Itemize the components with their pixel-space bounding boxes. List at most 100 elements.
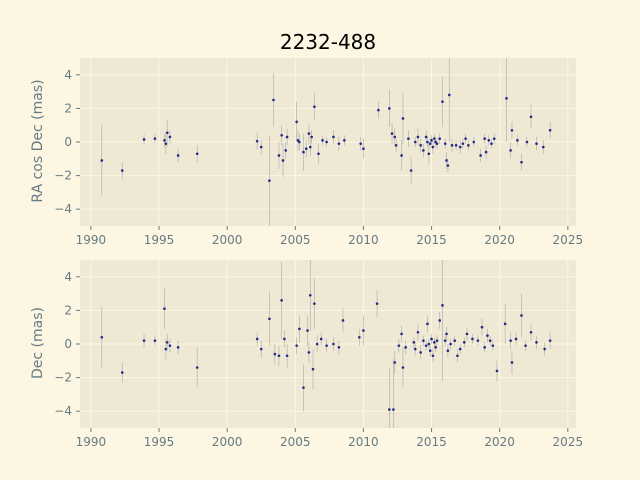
dec-data-point [295,344,298,347]
ra-x-tick-label: 2015 [416,233,447,247]
dec-x-tick-label: 2025 [553,435,584,449]
dec-data-point [465,332,469,336]
ra-data-point [548,128,552,132]
ra-data-point [259,145,263,149]
dec-data-point [164,347,168,351]
dec-data-point [548,339,552,342]
ra-data-point [447,93,451,97]
ra-data-point [168,135,172,139]
ra-y-tick-label: 2 [64,101,72,115]
dec-data-point [462,341,466,344]
dec-data-point [397,344,401,347]
ra-data-point [464,137,467,140]
dec-data-point [446,349,450,353]
ra-data-point [277,154,281,157]
ra-data-point [362,147,365,151]
ra-data-point [487,139,491,142]
ra-x-tick-label: 2020 [484,233,515,247]
dec-data-point [285,354,289,358]
dec-data-point [306,329,309,332]
dec-data-point [165,341,169,344]
dec-data-point [401,366,405,369]
dec-data-point [438,319,442,322]
ra-data-point [430,139,433,142]
dec-data-point [524,344,527,347]
dec-data-point [302,386,305,389]
dec-y-tick-label: 2 [64,303,72,317]
dec-data-point [535,341,538,344]
dec-data-point [514,337,518,341]
ra-data-point [255,139,259,143]
ra-data-point [295,120,298,124]
ra-x-tick-label: 2010 [348,233,379,247]
ra-data-point [490,142,493,145]
ra-data-point [458,145,462,149]
ra-data-point [516,139,519,142]
ra-data-point [272,98,275,102]
dec-data-point [337,346,341,349]
dec-data-point [486,334,489,337]
dec-data-point [424,344,428,347]
dec-data-point [441,304,444,307]
ra-y-tick-label: −2 [54,169,72,183]
ra-data-point [525,140,529,144]
dec-y-tick-label: 0 [64,337,72,351]
dec-data-point [100,335,104,339]
dec-y-axis-label: Dec (mas) [30,307,46,379]
dec-data-point [362,329,365,332]
dec-data-point [375,302,379,305]
dec-data-point [308,293,312,297]
dec-data-point [325,344,328,347]
ra-data-point [153,137,157,140]
dec-data-point [313,302,316,305]
ra-data-point [443,142,447,145]
ra-data-point [343,139,346,142]
dec-data-point [388,408,391,411]
ra-data-point [325,140,328,144]
dec-data-point [277,354,281,358]
dec-data-point [491,344,495,347]
dec-data-point [503,322,507,326]
ra-data-point [484,150,488,154]
dec-data-point [341,319,345,322]
dec-data-point [307,351,311,354]
ra-data-point [308,145,312,149]
ra-data-point [432,137,436,140]
ra-data-point [510,128,514,132]
ra-data-point [461,142,465,145]
ra-data-point [509,149,512,152]
ra-y-tick-label: −4 [54,202,72,216]
dec-data-point [268,317,271,321]
dec-data-point [416,330,420,334]
dec-data-point [543,347,546,351]
dec-data-point [319,337,323,341]
dec-y-tick-label: −4 [54,404,72,418]
dec-data-point [311,367,315,371]
ra-data-point [483,137,487,140]
ra-data-point [535,142,538,145]
dec-data-point [393,361,397,364]
ra-x-tick-label: 1990 [76,233,107,247]
ra-data-point [446,164,450,167]
dec-data-point [445,332,448,336]
dec-x-tick-label: 1995 [144,435,175,449]
ra-data-point [400,154,403,157]
ra-data-point [307,132,311,135]
ra-x-tick-label: 2025 [553,233,584,247]
dec-data-point [510,361,514,364]
dec-x-tick-label: 2005 [280,435,311,449]
ra-data-point [120,169,124,172]
dec-data-point [358,335,361,339]
ra-data-point [438,137,442,140]
dec-data-point [153,339,157,342]
dec-data-point [471,337,474,341]
dec-data-point [495,369,499,373]
dec-data-point [413,347,417,351]
ra-data-point [409,169,413,172]
ra-data-point [317,152,320,156]
ra-data-point [321,139,324,142]
ra-data-point [268,179,271,182]
dec-data-point [509,339,512,342]
dec-x-tick-label: 2000 [212,435,243,449]
